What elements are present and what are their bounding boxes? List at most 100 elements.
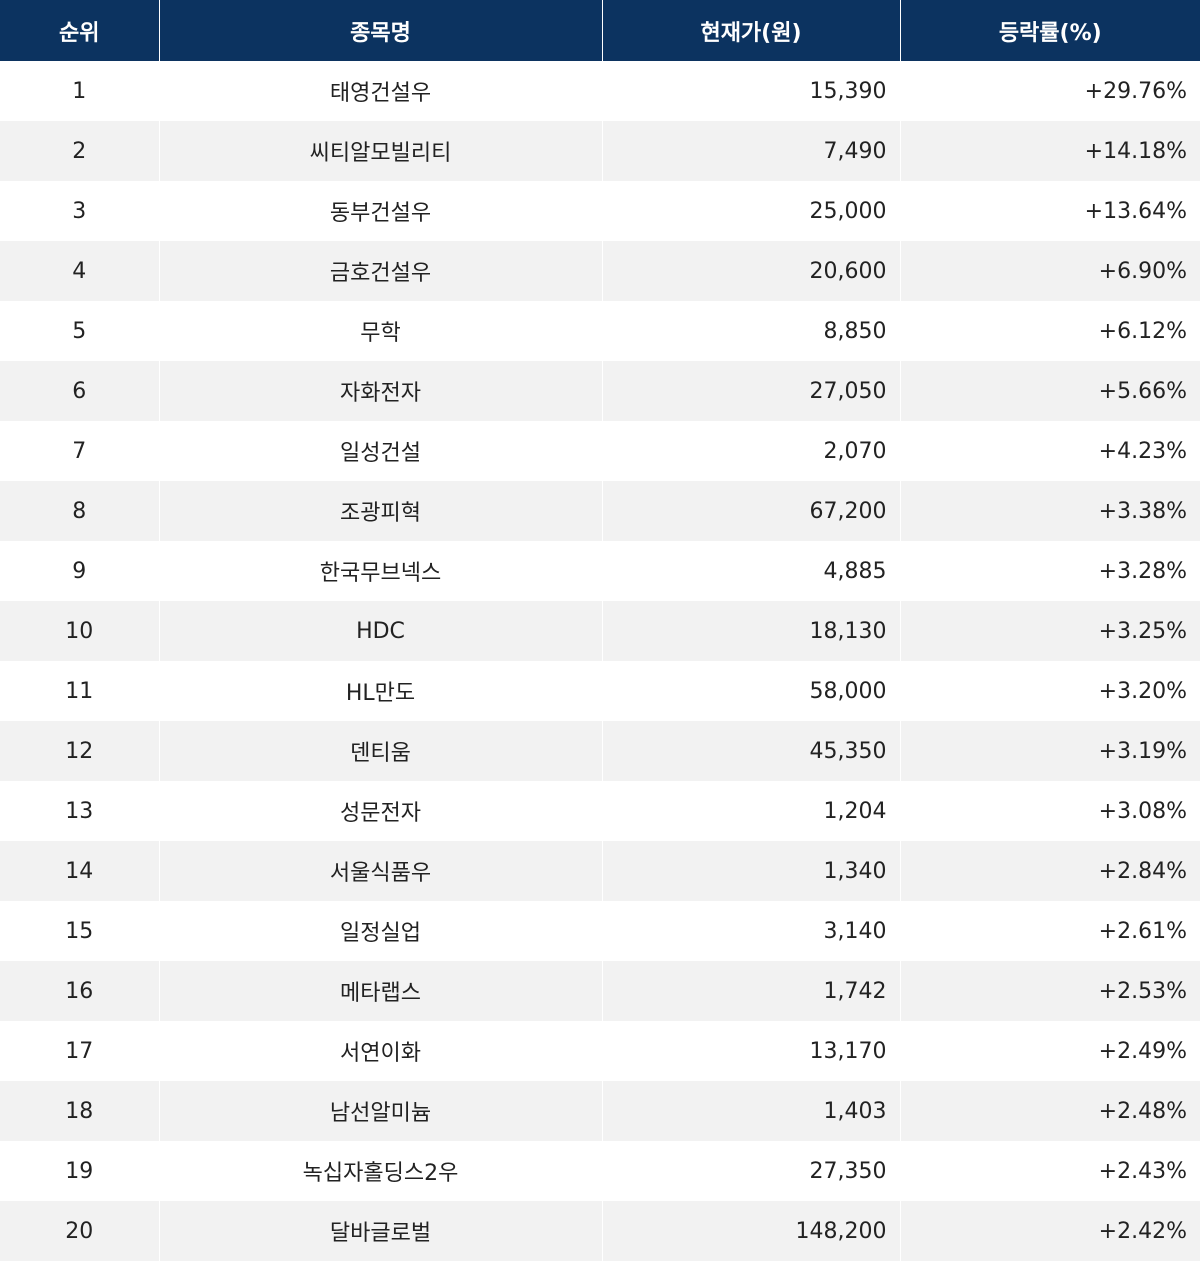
- table-header: 순위 종목명 현재가(원) 등락률(%): [0, 0, 1200, 61]
- stock-name-cell: 금호건설우: [159, 241, 603, 301]
- change-rate-cell: +6.12%: [900, 301, 1200, 361]
- table-row: 17 서연이화 13,170 +2.49%: [0, 1021, 1200, 1081]
- change-rate-cell: +2.43%: [900, 1141, 1200, 1201]
- stock-name-cell: 일성건설: [159, 421, 603, 481]
- stock-name-cell: 서연이화: [159, 1021, 603, 1081]
- stock-name-cell: 메타랩스: [159, 961, 603, 1021]
- stock-name-cell: 성문전자: [159, 781, 603, 841]
- table-row: 4 금호건설우 20,600 +6.90%: [0, 241, 1200, 301]
- rank-cell: 1: [0, 61, 160, 121]
- table-row: 19 녹십자홀딩스2우 27,350 +2.43%: [0, 1141, 1200, 1201]
- change-rate-cell: +3.19%: [900, 721, 1200, 781]
- stock-name-cell: 일정실업: [159, 901, 603, 961]
- change-rate-cell: +3.20%: [900, 661, 1200, 721]
- change-rate-cell: +3.08%: [900, 781, 1200, 841]
- change-rate-cell: +2.48%: [900, 1081, 1200, 1141]
- header-price: 현재가(원): [602, 0, 901, 61]
- table-row: 13 성문전자 1,204 +3.08%: [0, 781, 1200, 841]
- stock-name-cell: 덴티움: [159, 721, 603, 781]
- price-cell: 7,490: [602, 121, 901, 181]
- header-name: 종목명: [159, 0, 603, 61]
- price-cell: 8,850: [602, 301, 901, 361]
- rank-cell: 17: [0, 1021, 160, 1081]
- price-cell: 58,000: [602, 661, 901, 721]
- change-rate-cell: +3.38%: [900, 481, 1200, 541]
- price-cell: 13,170: [602, 1021, 901, 1081]
- stock-name-cell: 녹십자홀딩스2우: [159, 1141, 603, 1201]
- price-cell: 1,403: [602, 1081, 901, 1141]
- table-row: 10 HDC 18,130 +3.25%: [0, 601, 1200, 661]
- change-rate-cell: +2.49%: [900, 1021, 1200, 1081]
- stock-name-cell: 자화전자: [159, 361, 603, 421]
- stock-name-cell: 태영건설우: [159, 61, 603, 121]
- rank-cell: 12: [0, 721, 160, 781]
- table-row: 16 메타랩스 1,742 +2.53%: [0, 961, 1200, 1021]
- stock-name-cell: HDC: [159, 601, 603, 661]
- price-cell: 1,340: [602, 841, 901, 901]
- price-cell: 27,050: [602, 361, 901, 421]
- rank-cell: 11: [0, 661, 160, 721]
- table-row: 7 일성건설 2,070 +4.23%: [0, 421, 1200, 481]
- rank-cell: 18: [0, 1081, 160, 1141]
- stock-name-cell: 조광피혁: [159, 481, 603, 541]
- table-row: 18 남선알미늄 1,403 +2.48%: [0, 1081, 1200, 1141]
- header-change: 등락률(%): [900, 0, 1200, 61]
- rank-cell: 14: [0, 841, 160, 901]
- price-cell: 148,200: [602, 1201, 901, 1261]
- change-rate-cell: +2.42%: [900, 1201, 1200, 1261]
- table-row: 3 동부건설우 25,000 +13.64%: [0, 181, 1200, 241]
- rank-cell: 2: [0, 121, 160, 181]
- change-rate-cell: +2.84%: [900, 841, 1200, 901]
- stock-name-cell: 씨티알모빌리티: [159, 121, 603, 181]
- change-rate-cell: +3.25%: [900, 601, 1200, 661]
- rank-cell: 7: [0, 421, 160, 481]
- stock-name-cell: 남선알미늄: [159, 1081, 603, 1141]
- table-body: 1 태영건설우 15,390 +29.76% 2 씨티알모빌리티 7,490 +14.18% 3…: [0, 61, 1200, 1261]
- change-rate-cell: +4.23%: [900, 421, 1200, 481]
- rank-cell: 8: [0, 481, 160, 541]
- table-row: 9 한국무브넥스 4,885 +3.28%: [0, 541, 1200, 601]
- rank-cell: 9: [0, 541, 160, 601]
- table-row: 12 덴티움 45,350 +3.19%: [0, 721, 1200, 781]
- price-cell: 1,742: [602, 961, 901, 1021]
- change-rate-cell: +6.90%: [900, 241, 1200, 301]
- change-rate-cell: +2.61%: [900, 901, 1200, 961]
- table-row: 1 태영건설우 15,390 +29.76%: [0, 61, 1200, 121]
- price-cell: 20,600: [602, 241, 901, 301]
- header-row: 순위 종목명 현재가(원) 등락률(%): [0, 0, 1200, 61]
- price-cell: 1,204: [602, 781, 901, 841]
- price-cell: 15,390: [602, 61, 901, 121]
- change-rate-cell: +13.64%: [900, 181, 1200, 241]
- stock-name-cell: 달바글로벌: [159, 1201, 603, 1261]
- stock-name-cell: HL만도: [159, 661, 603, 721]
- table-row: 11 HL만도 58,000 +3.20%: [0, 661, 1200, 721]
- price-cell: 18,130: [602, 601, 901, 661]
- rank-cell: 15: [0, 901, 160, 961]
- change-rate-cell: +3.28%: [900, 541, 1200, 601]
- header-rank: 순위: [0, 0, 160, 61]
- rank-cell: 20: [0, 1201, 160, 1261]
- stock-name-cell: 서울식품우: [159, 841, 603, 901]
- rank-cell: 16: [0, 961, 160, 1021]
- rank-cell: 5: [0, 301, 160, 361]
- price-cell: 45,350: [602, 721, 901, 781]
- table-row: 2 씨티알모빌리티 7,490 +14.18%: [0, 121, 1200, 181]
- price-cell: 27,350: [602, 1141, 901, 1201]
- rank-cell: 4: [0, 241, 160, 301]
- change-rate-cell: +5.66%: [900, 361, 1200, 421]
- change-rate-cell: +29.76%: [900, 61, 1200, 121]
- stock-name-cell: 무학: [159, 301, 603, 361]
- table-row: 20 달바글로벌 148,200 +2.42%: [0, 1201, 1200, 1261]
- table-row: 15 일정실업 3,140 +2.61%: [0, 901, 1200, 961]
- price-cell: 67,200: [602, 481, 901, 541]
- rank-cell: 13: [0, 781, 160, 841]
- rank-cell: 3: [0, 181, 160, 241]
- stock-name-cell: 동부건설우: [159, 181, 603, 241]
- stock-name-cell: 한국무브넥스: [159, 541, 603, 601]
- table-row: 6 자화전자 27,050 +5.66%: [0, 361, 1200, 421]
- change-rate-cell: +14.18%: [900, 121, 1200, 181]
- table-row: 5 무학 8,850 +6.12%: [0, 301, 1200, 361]
- rank-cell: 10: [0, 601, 160, 661]
- change-rate-cell: +2.53%: [900, 961, 1200, 1021]
